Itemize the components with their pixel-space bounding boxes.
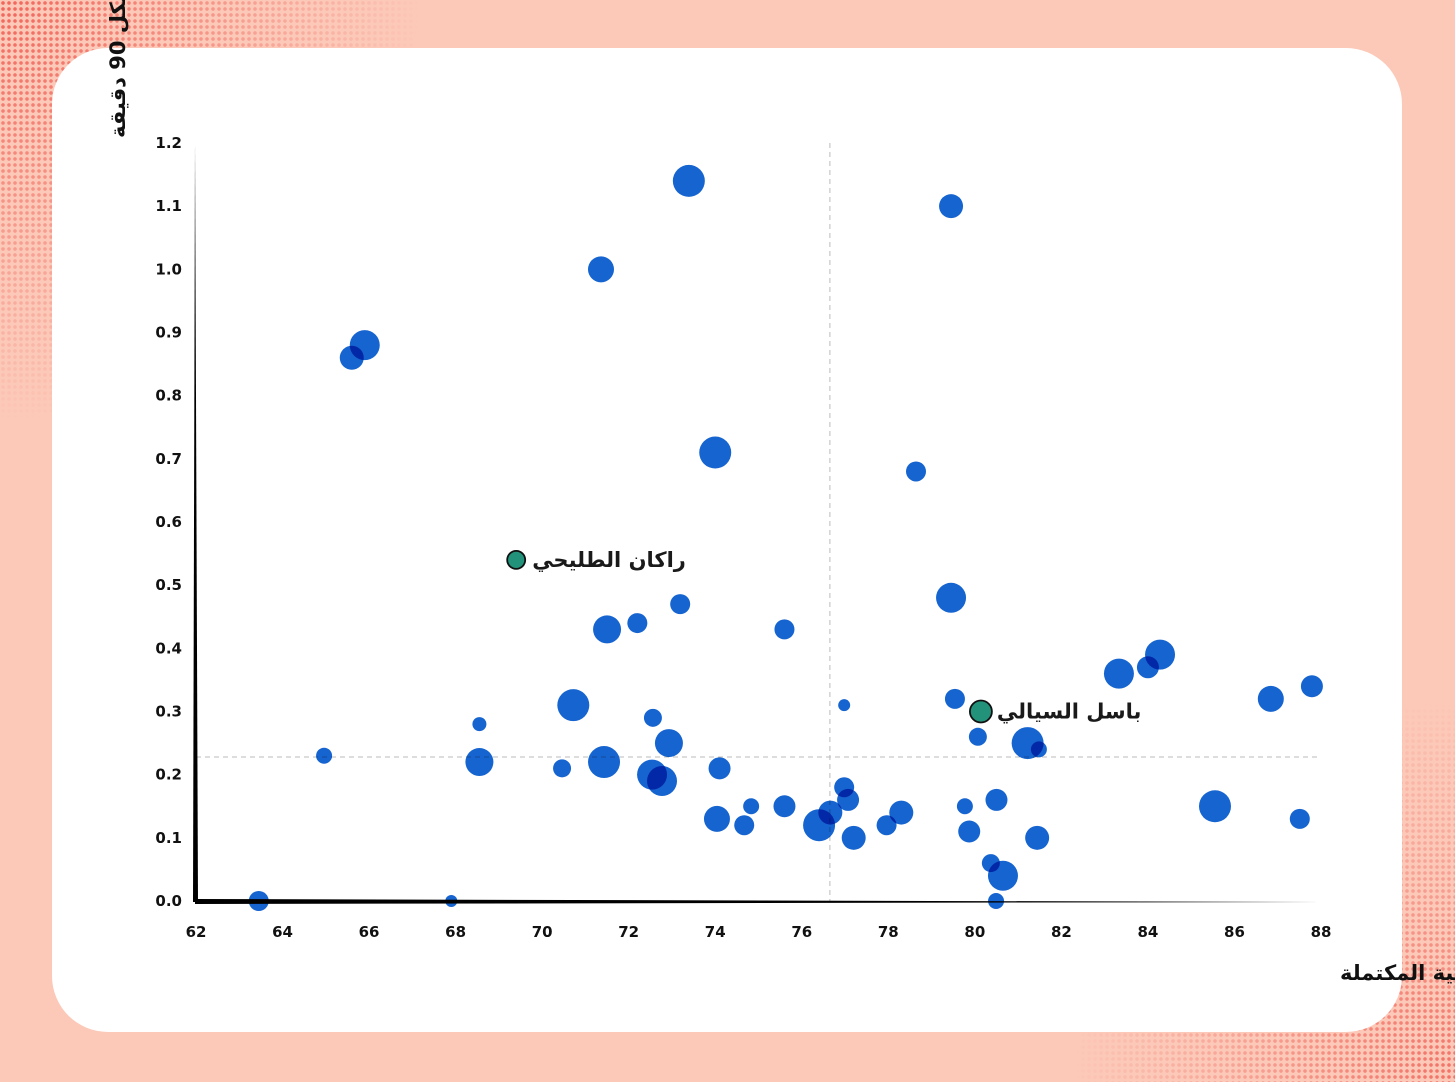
data-point	[647, 765, 678, 796]
y-tick-label: 0.5	[155, 576, 182, 594]
x-tick-label: 62	[186, 923, 207, 941]
data-point	[958, 820, 981, 843]
data-point	[465, 748, 494, 777]
data-point	[1145, 639, 1176, 670]
data-point	[906, 461, 926, 482]
data-point	[643, 708, 662, 727]
data-point	[703, 805, 730, 832]
y-tick-label: 0.2	[155, 766, 182, 784]
data-point	[838, 699, 851, 712]
data-point	[936, 582, 967, 613]
data-point	[588, 746, 621, 779]
x-tick-label: 82	[1051, 923, 1072, 941]
y-tick-label: 1.0	[155, 260, 182, 278]
x-tick-label: 88	[1311, 923, 1332, 941]
y-tick-label: 1.2	[155, 134, 182, 152]
y-axis-line	[193, 143, 198, 902]
data-point	[956, 798, 973, 815]
y-tick-label: 0.3	[155, 703, 182, 721]
data-point	[743, 798, 760, 815]
x-tick-label: 68	[445, 923, 466, 941]
data-point	[939, 194, 964, 219]
y-axis-title: التمريرات المفتاحية لكل 90 دقيقة	[106, 0, 130, 138]
y-tick-label: 0.0	[155, 892, 182, 910]
highlight-point	[506, 550, 527, 570]
x-tick-label: 74	[705, 923, 726, 941]
data-point	[708, 757, 731, 780]
data-point	[349, 330, 380, 361]
x-tick-label: 84	[1137, 923, 1158, 941]
data-point	[1103, 658, 1134, 689]
data-point	[316, 747, 333, 764]
data-point	[818, 800, 843, 825]
x-axis-line	[195, 899, 1321, 904]
data-point	[553, 759, 572, 778]
data-point	[1025, 825, 1050, 850]
data-point	[841, 825, 866, 850]
data-point	[1300, 675, 1323, 698]
data-point	[985, 788, 1008, 811]
data-point	[774, 619, 795, 640]
data-point	[968, 727, 987, 746]
data-point	[654, 729, 683, 758]
y-tick-label: 0.8	[155, 387, 182, 405]
x-tick-label: 66	[359, 923, 380, 941]
x-tick-label: 76	[791, 923, 812, 941]
data-point	[557, 689, 590, 722]
data-point	[773, 795, 796, 818]
data-point	[672, 164, 705, 197]
x-tick-label: 72	[618, 923, 639, 941]
y-tick-label: 0.7	[155, 450, 182, 468]
y-tick-label: 0.1	[155, 829, 182, 847]
data-point	[1289, 808, 1310, 829]
y-tick-label: 0.4	[155, 639, 182, 657]
data-point	[837, 788, 860, 811]
data-point	[944, 688, 965, 709]
data-point	[670, 594, 691, 615]
data-point	[627, 613, 648, 634]
data-point	[593, 615, 622, 644]
y-tick-label: 1.1	[155, 197, 182, 215]
data-point	[699, 436, 732, 469]
data-point	[1030, 741, 1047, 758]
chart-card	[52, 48, 1402, 1032]
data-point	[889, 800, 914, 825]
data-point	[734, 815, 755, 836]
highlight-point	[969, 699, 993, 724]
x-axis-title: التمريرات الأمامية المكتملة	[1340, 959, 1455, 985]
data-point	[1198, 790, 1231, 823]
x-tick-label: 78	[878, 923, 899, 941]
highlight-label: راكان الطليحي	[532, 548, 686, 572]
data-point	[1257, 685, 1284, 712]
data-point	[876, 815, 897, 836]
data-point	[987, 860, 1018, 891]
data-point	[588, 256, 614, 283]
x-tick-label: 64	[272, 923, 293, 941]
x-tick-label: 70	[532, 923, 553, 941]
highlight-label: باسل السيالي	[997, 700, 1142, 724]
x-tick-label: 80	[964, 923, 985, 941]
y-tick-label: 0.9	[155, 324, 182, 342]
y-tick-label: 0.6	[155, 513, 182, 531]
data-point	[988, 893, 1005, 909]
x-tick-label: 86	[1224, 923, 1245, 941]
data-point	[472, 717, 487, 732]
